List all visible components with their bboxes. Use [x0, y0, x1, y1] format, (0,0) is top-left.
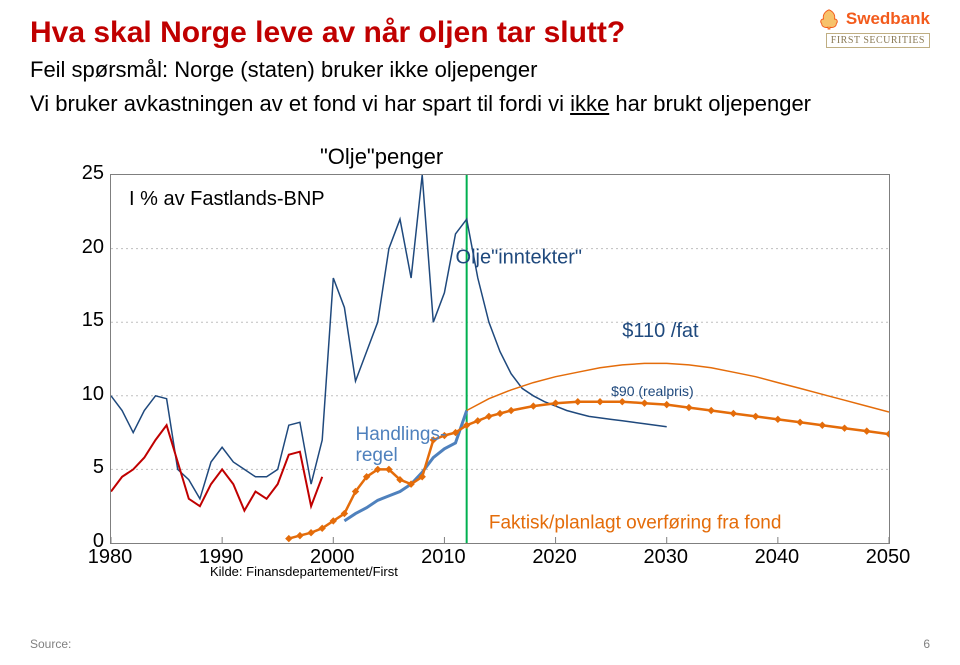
chart-title: "Olje"penger — [320, 144, 443, 170]
x-tick-label: 2010 — [421, 546, 466, 569]
bank-name: Swedbank — [846, 9, 930, 29]
subtitle-line2: Vi bruker avkastningen av et fond vi har… — [30, 90, 930, 118]
x-tick-label: 2020 — [532, 546, 577, 569]
svg-text:Faktisk/planlagt overføring fr: Faktisk/planlagt overføring fra fond — [489, 512, 782, 533]
x-tick-label: 2000 — [310, 546, 355, 569]
y-tick-label: 15 — [70, 309, 104, 332]
subtitle-line1: Feil spørsmål: Norge (staten) bruker ikk… — [30, 56, 930, 84]
x-tick-label: 2040 — [755, 546, 800, 569]
brand-logo: Swedbank FIRST SECURITIES — [818, 8, 930, 48]
x-tick-label: 1990 — [199, 546, 244, 569]
source-label: Source: — [30, 637, 71, 651]
sub2c: har brukt oljepenger — [609, 91, 811, 116]
svg-text:$90 (realpris): $90 (realpris) — [611, 383, 693, 399]
y-tick-label: 25 — [70, 162, 104, 185]
y-tick-label: 5 — [70, 456, 104, 479]
y-tick-label: 10 — [70, 383, 104, 406]
svg-text:Handlings-: Handlings- — [356, 424, 447, 445]
svg-text:$110 /fat: $110 /fat — [622, 320, 699, 342]
x-tick-label: 1980 — [88, 546, 133, 569]
y-tick-label: 20 — [70, 236, 104, 259]
x-tick-label: 2030 — [643, 546, 688, 569]
oak-icon — [818, 8, 840, 30]
sub2b: ikke — [570, 91, 609, 116]
sub2a: Vi bruker avkastningen av et fond vi har… — [30, 91, 570, 116]
plot-frame: I % av Fastlands-BNP Olje"inntekter" $110 … — [110, 174, 890, 544]
svg-text:I % av Fastlands-BNP: I % av Fastlands-BNP — [129, 188, 325, 210]
page-number: 6 — [923, 637, 930, 651]
x-tick-label: 2050 — [866, 546, 911, 569]
page-title: Hva skal Norge leve av når oljen tar slu… — [30, 16, 930, 50]
plot-svg: I % av Fastlands-BNP Olje"inntekter" $110 … — [111, 175, 889, 543]
svg-text:Olje"inntekter": Olje"inntekter" — [456, 246, 582, 268]
chart: "Olje"penger I % av Fastlands-BNPOlje"in… — [70, 150, 900, 590]
svg-text:regel: regel — [356, 445, 398, 466]
sub-brand: FIRST SECURITIES — [826, 33, 930, 48]
